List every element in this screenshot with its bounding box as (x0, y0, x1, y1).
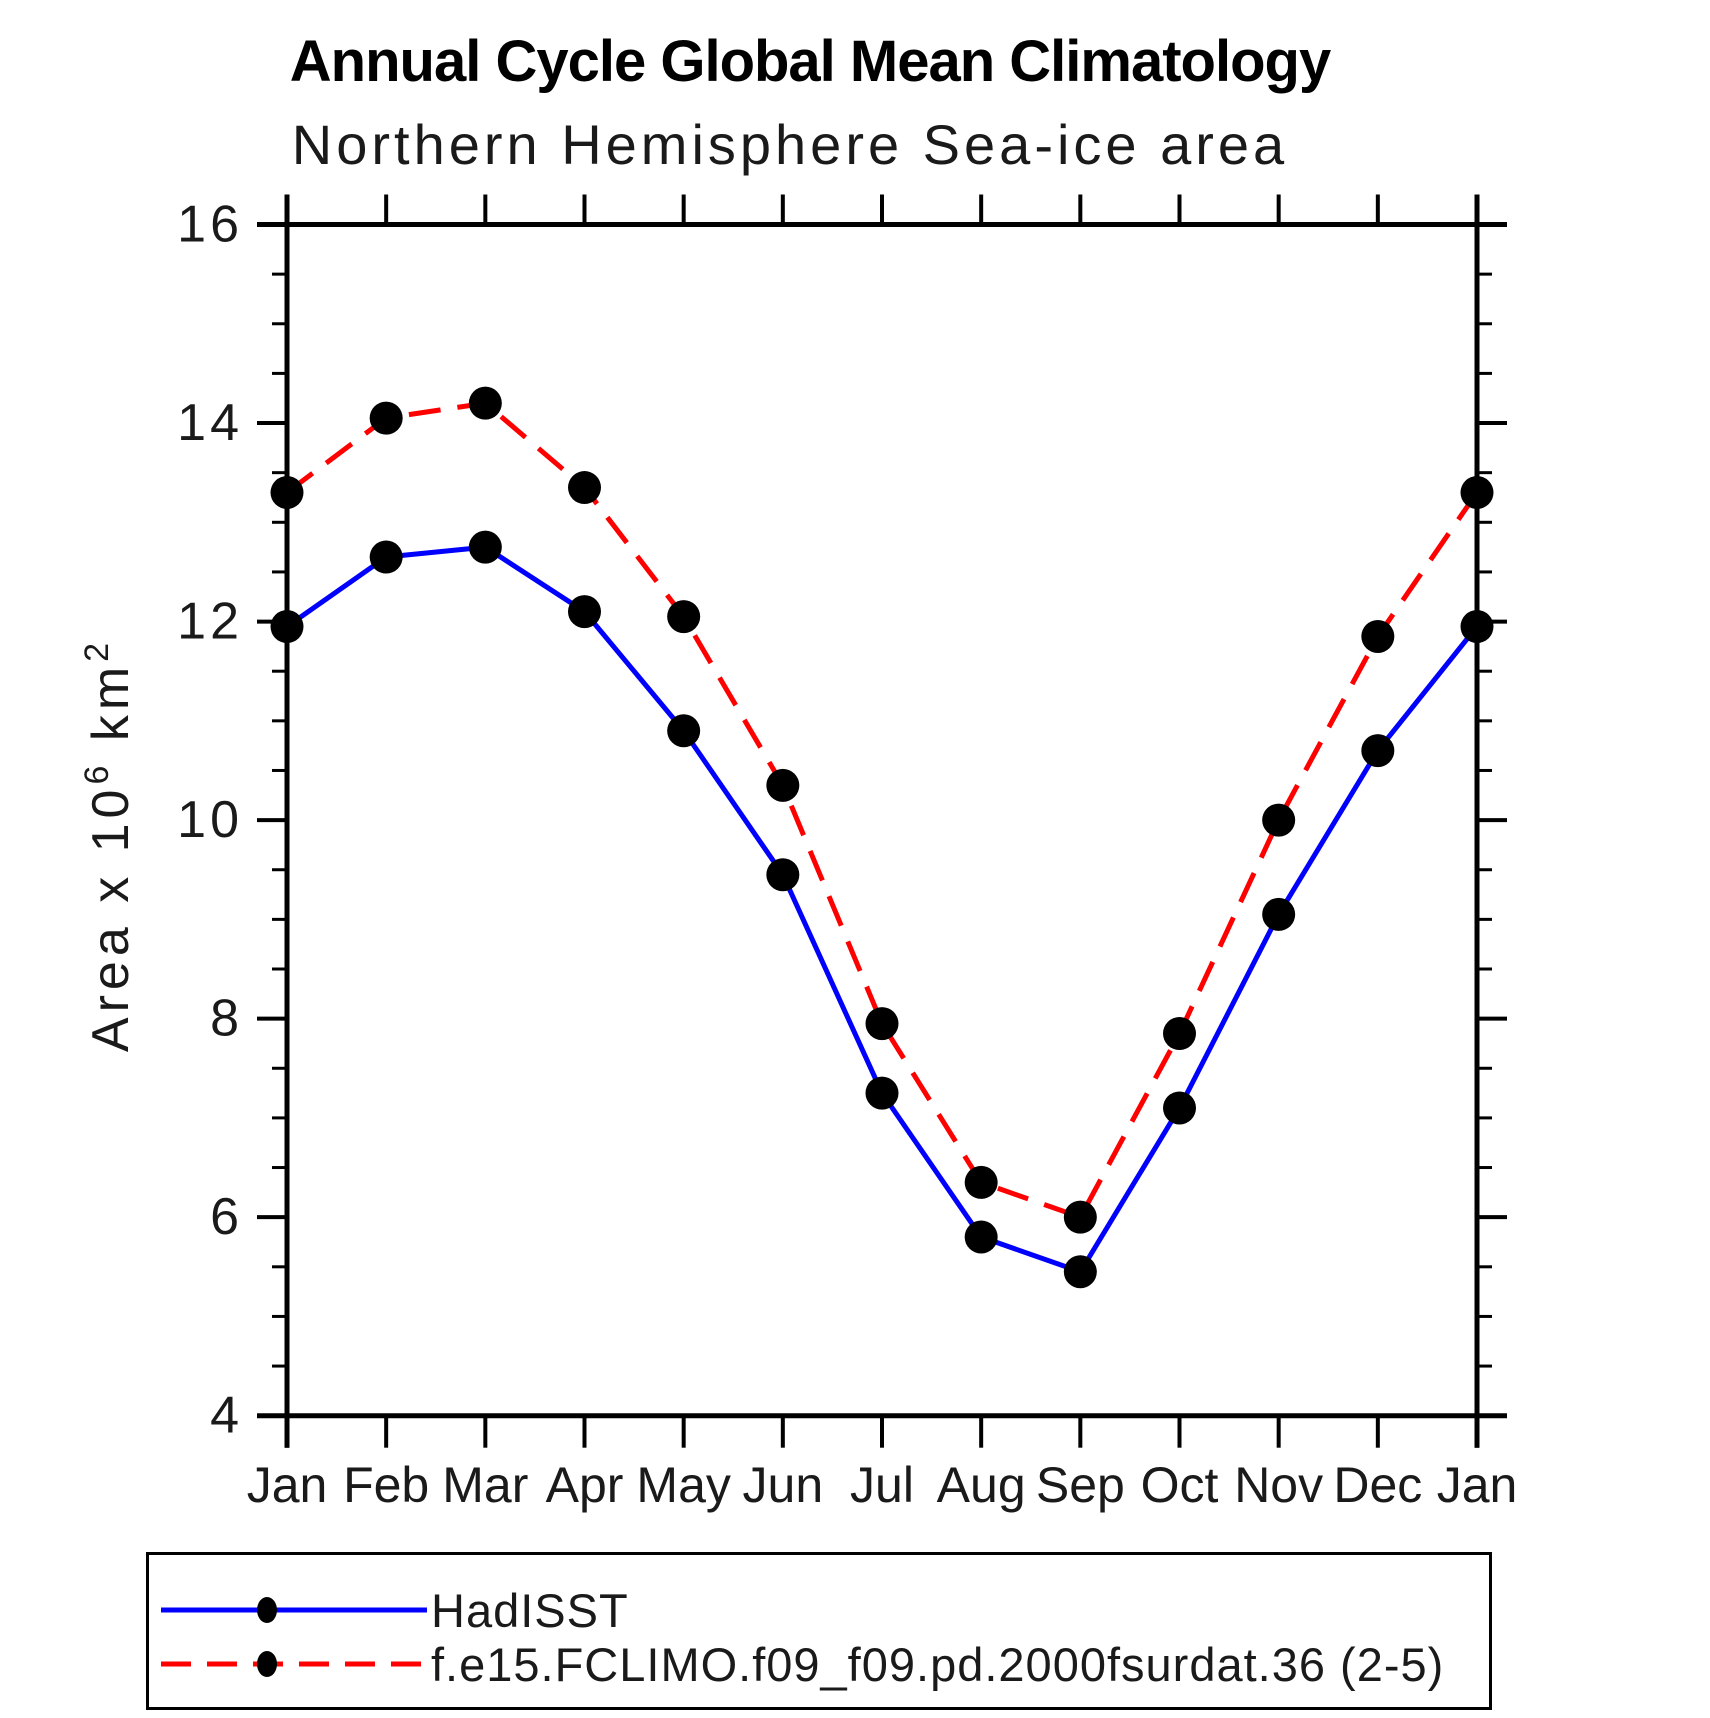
legend-line-sample-solid (161, 1597, 427, 1623)
x-tick-label: Nov (1234, 1457, 1323, 1513)
data-point-marker (865, 1076, 899, 1110)
data-point-marker (1460, 610, 1494, 644)
y-tick-label: 8 (210, 990, 243, 1048)
legend-entry-hadisst: HadISST (155, 1583, 629, 1637)
x-tick-label: Mar (442, 1457, 528, 1513)
data-point-marker (270, 610, 304, 644)
legend-line-sample-dashed (161, 1651, 427, 1677)
data-point-marker (1361, 619, 1395, 653)
chart-title: Annual Cycle Global Mean Climatology (289, 29, 1331, 94)
y-tick-label: 16 (177, 196, 243, 254)
data-point-marker (1460, 476, 1494, 510)
y-tick-label: 10 (177, 791, 243, 849)
legend-label-model: f.e15.FCLIMO.f09_f09.pd.2000fsurdat.36 (… (431, 1637, 1445, 1691)
x-tick-label: Aug (937, 1457, 1026, 1513)
x-tick-label: Sep (1036, 1457, 1125, 1513)
legend-label-hadisst: HadISST (431, 1583, 629, 1637)
series-line-hadisst (285, 544, 1479, 1275)
data-point-marker (667, 714, 701, 748)
data-point-marker (1361, 734, 1395, 768)
data-point-marker (369, 401, 403, 435)
y-tick-label: 14 (177, 394, 243, 452)
data-point-marker (667, 600, 701, 634)
data-point-marker (568, 595, 601, 629)
y-tick-label: 4 (210, 1387, 243, 1445)
chart-subtitle: Northern Hemisphere Sea-ice area (291, 113, 1289, 176)
data-point-marker (270, 476, 304, 510)
data-point-marker (568, 471, 601, 505)
data-point-marker (964, 1165, 998, 1199)
legend-entry-model: f.e15.FCLIMO.f09_f09.pd.2000fsurdat.36 (… (155, 1637, 1444, 1691)
data-point-marker (1262, 803, 1296, 837)
data-point-marker (369, 540, 403, 574)
data-point-marker (964, 1220, 998, 1254)
y-tick-label: 6 (210, 1188, 243, 1246)
x-tick-label: Jan (1437, 1457, 1518, 1513)
y-axis-title: Area x 106 km2 (78, 638, 140, 1052)
data-point-marker (1262, 897, 1296, 931)
data-point-marker (1063, 1200, 1097, 1234)
data-point-marker (1163, 1091, 1196, 1125)
x-tick-label: Oct (1141, 1457, 1219, 1513)
x-tick-label: Jan (247, 1457, 328, 1513)
data-point-marker (1163, 1017, 1196, 1051)
x-tick-label: Apr (546, 1457, 624, 1513)
data-point-marker (1063, 1255, 1097, 1289)
data-point-marker (865, 1007, 899, 1041)
data-point-marker (766, 768, 800, 802)
x-tick-label: Feb (343, 1457, 429, 1513)
legend: HadISST f.e15.FCLIMO.f09_f09.pd.2000fsur… (146, 1552, 1492, 1710)
y-tick-label: 12 (177, 593, 243, 651)
data-point-marker (468, 386, 502, 420)
x-tick-label: Jun (743, 1457, 824, 1513)
x-tick-label: May (636, 1457, 730, 1513)
x-tick-label: Jul (850, 1457, 914, 1513)
data-point-marker (468, 530, 502, 564)
data-point-marker (766, 858, 800, 892)
x-tick-label: Dec (1333, 1457, 1422, 1513)
